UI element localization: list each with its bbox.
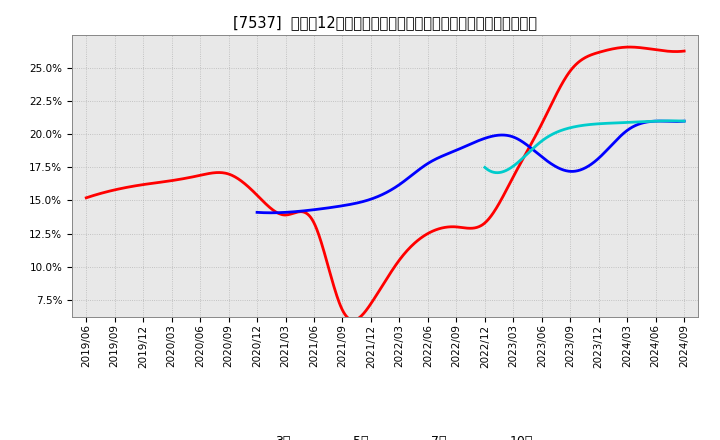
- 3年: [119, 186, 127, 191]
- 7年: [632, 119, 641, 125]
- 7年: [597, 121, 606, 126]
- 5年: [655, 118, 664, 124]
- 7年: [680, 118, 688, 124]
- 3年: [625, 44, 634, 50]
- 7年: [608, 121, 616, 126]
- 5年: [680, 118, 688, 124]
- 7年: [480, 165, 489, 170]
- Line: 3年: 3年: [86, 47, 684, 320]
- 5年: [279, 210, 288, 215]
- 7年: [652, 118, 661, 124]
- 5年: [577, 167, 586, 172]
- 3年: [536, 124, 545, 129]
- Legend: 3年, 5年, 7年, 10年: 3年, 5年, 7年, 10年: [233, 430, 538, 440]
- 3年: [349, 318, 358, 323]
- 3年: [446, 224, 454, 230]
- 7年: [492, 170, 501, 175]
- 3年: [598, 49, 606, 54]
- 7年: [667, 118, 675, 124]
- 3年: [680, 48, 688, 54]
- 5年: [266, 210, 275, 216]
- 7年: [602, 121, 611, 126]
- 7年: [493, 170, 502, 175]
- 5年: [526, 144, 534, 150]
- 5年: [513, 136, 521, 141]
- Line: 5年: 5年: [257, 121, 684, 213]
- 3年: [464, 226, 472, 231]
- 3年: [82, 195, 91, 201]
- 5年: [253, 210, 261, 215]
- 5年: [501, 132, 510, 138]
- 5年: [621, 129, 630, 135]
- Title: [7537]  売上高12か月移動合計の対前年同期増減率の標準偏差の推移: [7537] 売上高12か月移動合計の対前年同期増減率の標準偏差の推移: [233, 15, 537, 30]
- Line: 7年: 7年: [485, 121, 684, 172]
- 3年: [430, 228, 438, 233]
